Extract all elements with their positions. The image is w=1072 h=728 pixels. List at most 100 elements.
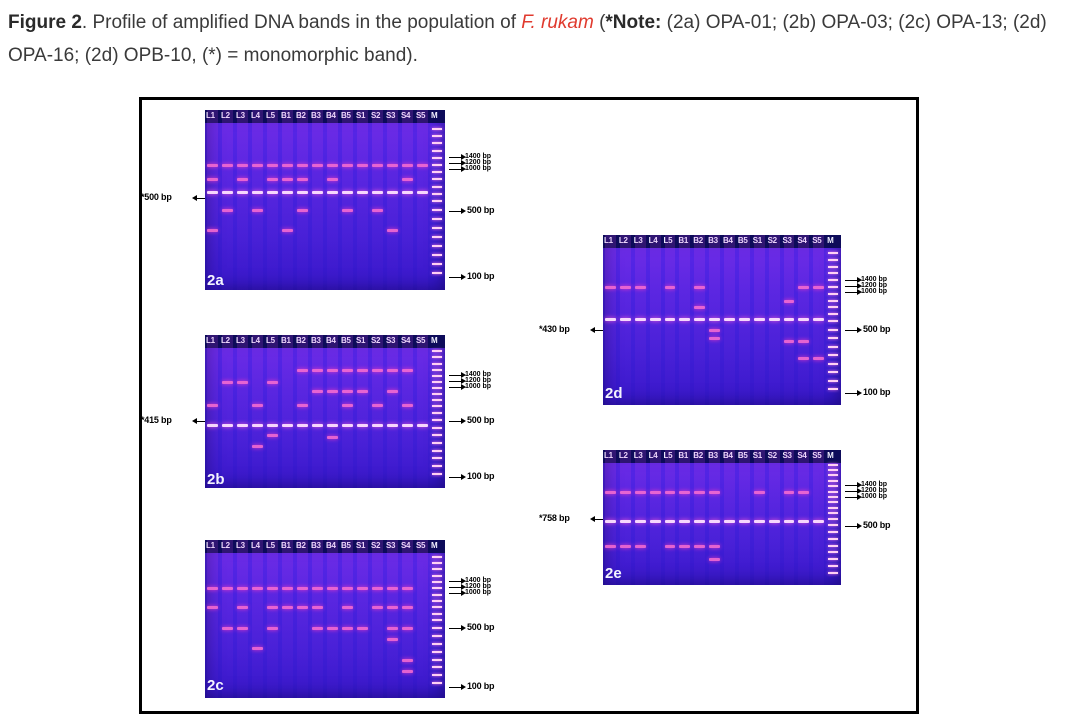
ladder-rung <box>432 368 442 371</box>
lane-glow <box>619 450 631 585</box>
dna-band <box>237 164 248 167</box>
gel-image-2d: L1 L2 L3 L4 L5 B1 B2 B3 B4 B5 S1 S2 S3 S4 S5 M 2d <box>603 235 841 405</box>
ladder-rung <box>828 544 839 547</box>
monomorphic-band <box>252 423 263 427</box>
monomorphic-band <box>664 318 676 322</box>
caption-text-a: . Profile of amplified DNA bands in the … <box>81 12 522 33</box>
arrow-left-icon <box>590 327 595 333</box>
dna-band <box>694 286 706 289</box>
dna-band <box>634 544 646 548</box>
lane-label-b5: B5 <box>738 451 748 460</box>
dna-band <box>387 164 398 167</box>
lane-label-l3: L3 <box>236 111 245 120</box>
lane-glow <box>783 450 795 585</box>
lane-glow <box>252 540 263 698</box>
dna-band <box>342 587 353 591</box>
dna-band <box>327 164 338 167</box>
dna-band <box>297 209 308 212</box>
dna-band <box>297 606 308 610</box>
arrow-head-icon <box>857 288 862 295</box>
lane-label-s1: S1 <box>753 451 762 460</box>
lane-glow <box>372 110 383 290</box>
monomorphic-band <box>783 520 795 524</box>
monomorphic-band <box>222 191 233 194</box>
ladder-rung <box>432 658 442 661</box>
marker-arrow-line <box>845 279 859 281</box>
dna-band <box>694 490 706 494</box>
dna-band <box>372 606 383 610</box>
dna-band <box>207 228 218 232</box>
lane-label-b5: B5 <box>738 236 748 245</box>
dna-ladder <box>432 540 442 698</box>
ladder-size-label: 1400 bp <box>861 480 888 488</box>
ladder-size-labels: 1400 bp 1200 bp 1000 bp <box>861 480 888 500</box>
marker-arrow-line <box>449 210 463 212</box>
dna-band <box>798 340 810 344</box>
dna-ladder <box>828 235 839 405</box>
lane-glow <box>282 110 293 290</box>
lane-glow <box>387 335 398 488</box>
lane-label-b3: B3 <box>311 541 321 550</box>
dna-band <box>222 587 233 591</box>
dna-band <box>387 606 398 610</box>
dna-band <box>207 606 218 610</box>
lane-label-b2: B2 <box>296 541 306 550</box>
dna-band <box>664 490 676 494</box>
lane-label-l2: L2 <box>221 111 230 120</box>
monomorphic-band <box>342 423 353 427</box>
dna-band <box>694 306 706 310</box>
dna-band <box>664 286 676 289</box>
dna-band <box>267 164 278 167</box>
dna-band <box>387 228 398 232</box>
monomorphic-band <box>813 520 825 524</box>
ladder-rung <box>828 286 839 288</box>
lane-glow <box>342 335 353 488</box>
dna-band <box>252 445 263 449</box>
lane-label-b4: B4 <box>326 541 336 550</box>
monomorphic-band <box>342 191 353 194</box>
lane-glow <box>813 450 825 585</box>
lane-label-l2: L2 <box>619 451 628 460</box>
monomorphic-band <box>738 520 750 524</box>
marker-arrow-line <box>845 285 859 287</box>
arrow-head-icon <box>857 327 862 334</box>
lane-glow <box>237 540 248 698</box>
dna-band <box>267 626 278 630</box>
ladder-size-label: 1000 bp <box>861 492 888 500</box>
ladder-rung <box>828 564 839 567</box>
lane-label-s3: S3 <box>386 541 395 550</box>
ladder-size-labels: 1400 bp 1200 bp 1000 bp <box>861 276 887 295</box>
dna-band <box>207 587 218 591</box>
dna-band <box>664 544 676 548</box>
lane-label-m: M <box>431 541 438 550</box>
lane-label-s4: S4 <box>797 451 806 460</box>
lane-header <box>205 335 445 348</box>
monomorphic-band <box>252 191 263 194</box>
lane-label-l4: L4 <box>251 111 260 120</box>
dna-band <box>342 209 353 212</box>
lane-label-l5: L5 <box>266 541 275 550</box>
marker-arrow-line <box>449 628 463 630</box>
ladder-rung <box>432 612 442 615</box>
ladder-rung <box>432 626 442 629</box>
lane-label-m: M <box>827 451 834 460</box>
marker-arrow-line <box>196 198 205 199</box>
gel-image-2e: L1 L2 L3 L4 L5 B1 B2 B3 B4 B5 S1 S2 S3 S4 S5 M 2e <box>603 450 841 585</box>
lane-label-s4: S4 <box>401 541 410 550</box>
ladder-rung <box>432 178 442 181</box>
monomorphic-band <box>267 423 278 427</box>
ladder-size-labels: 1400 bp 1200 bp 1000 bp <box>465 577 491 596</box>
marker-100-label: 100 bp <box>467 471 495 482</box>
lane-label-b3: B3 <box>708 451 718 460</box>
ladder-rung <box>432 380 442 383</box>
marker-arrow-line <box>845 484 859 486</box>
lane-glow <box>252 335 263 488</box>
dna-band <box>387 390 398 394</box>
ladder-rung <box>432 393 442 396</box>
lane-glow <box>282 335 293 488</box>
dna-band <box>282 228 293 232</box>
lane-glow <box>357 110 368 290</box>
ladder-rung <box>432 411 442 414</box>
monomorphic-band <box>694 520 706 524</box>
lane-glow <box>327 335 338 488</box>
